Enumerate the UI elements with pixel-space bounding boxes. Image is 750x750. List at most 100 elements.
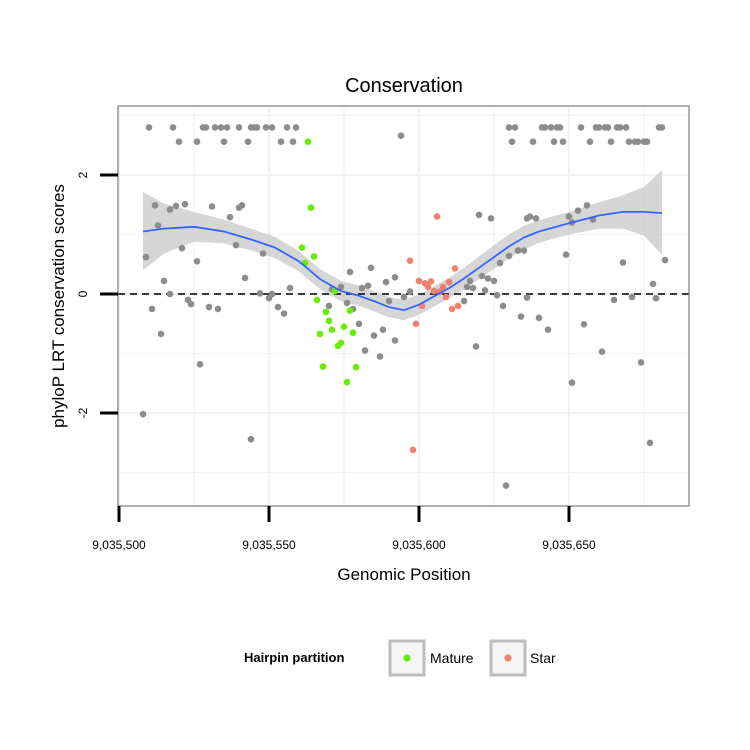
legend-label-mature: Mature bbox=[430, 650, 474, 666]
data-point-other bbox=[253, 124, 261, 131]
data-point-mature bbox=[346, 307, 354, 315]
data-point-other bbox=[346, 268, 354, 276]
data-point-other bbox=[517, 313, 525, 320]
data-point-other bbox=[490, 277, 498, 285]
data-point-other bbox=[142, 253, 150, 261]
data-point-other bbox=[619, 259, 627, 266]
data-point-other bbox=[502, 482, 510, 489]
data-point-other bbox=[193, 258, 201, 265]
data-point-other bbox=[508, 138, 516, 145]
data-point-other bbox=[238, 202, 246, 209]
data-point-other bbox=[658, 124, 666, 131]
data-point-other bbox=[292, 124, 300, 131]
series-mature bbox=[298, 138, 360, 386]
data-point-star bbox=[445, 278, 453, 286]
x-axis: 9,035,500 9,035,550 9,035,600 9,035,650 bbox=[92, 506, 596, 552]
data-point-mature bbox=[343, 378, 351, 386]
data-point-other bbox=[166, 290, 174, 298]
data-point-other bbox=[487, 215, 495, 222]
y-axis: -2 0 2 bbox=[76, 171, 118, 418]
y-tick-label: 0 bbox=[76, 290, 90, 297]
data-point-other bbox=[505, 124, 513, 131]
data-point-other bbox=[535, 314, 543, 322]
data-point-other bbox=[235, 124, 243, 131]
data-point-other bbox=[223, 124, 231, 131]
data-point-other bbox=[148, 305, 156, 313]
data-point-other bbox=[562, 251, 570, 258]
data-point-other bbox=[187, 300, 195, 308]
data-point-other bbox=[241, 274, 249, 282]
y-tick-label: 2 bbox=[76, 171, 90, 178]
data-point-mature bbox=[337, 339, 345, 347]
plot-panel bbox=[117, 105, 690, 507]
data-point-other bbox=[556, 124, 564, 131]
data-point-mature bbox=[316, 330, 324, 338]
data-point-other bbox=[151, 202, 159, 209]
data-point-other bbox=[493, 291, 501, 299]
smooth-line bbox=[142, 211, 663, 311]
data-point-other bbox=[583, 202, 591, 209]
data-point-other bbox=[544, 326, 552, 334]
data-point-other bbox=[559, 138, 567, 145]
data-point-other bbox=[145, 124, 153, 131]
data-point-other bbox=[370, 332, 378, 339]
data-point-other bbox=[259, 250, 267, 257]
chart-title: Conservation bbox=[345, 75, 463, 97]
data-point-other bbox=[625, 138, 633, 145]
data-point-other bbox=[376, 353, 384, 360]
data-point-mature bbox=[340, 323, 348, 331]
data-point-other bbox=[541, 124, 549, 131]
data-point-other bbox=[166, 206, 174, 213]
y-axis-title: phyloP LRT conservation scores bbox=[49, 184, 68, 428]
data-point-other bbox=[175, 138, 183, 145]
data-point-mature bbox=[298, 244, 306, 251]
data-point-other bbox=[529, 138, 537, 145]
data-point-other bbox=[280, 310, 288, 317]
data-point-star bbox=[406, 257, 414, 265]
data-point-other bbox=[382, 278, 390, 286]
data-point-other bbox=[610, 296, 618, 304]
x-axis-title: Genomic Position bbox=[337, 565, 470, 584]
data-point-other bbox=[511, 124, 519, 131]
data-point-other bbox=[616, 124, 624, 131]
data-point-other bbox=[214, 305, 222, 313]
data-point-other bbox=[277, 138, 285, 145]
data-point-other bbox=[208, 203, 216, 210]
data-point-other bbox=[661, 256, 669, 264]
data-point-star bbox=[454, 302, 462, 310]
data-point-other bbox=[358, 284, 366, 292]
data-point-other bbox=[475, 211, 483, 219]
x-tick-label: 9,035,500 bbox=[92, 538, 146, 552]
data-point-other bbox=[196, 360, 204, 368]
data-point-other bbox=[154, 222, 162, 229]
data-point-other bbox=[397, 132, 405, 139]
x-tick-label: 9,035,550 bbox=[242, 538, 296, 552]
data-point-other bbox=[598, 348, 606, 356]
data-point-other bbox=[244, 138, 252, 145]
data-point-other bbox=[256, 290, 264, 297]
data-point-star bbox=[442, 293, 450, 301]
data-point-other bbox=[193, 138, 201, 145]
legend-swatch-star bbox=[504, 654, 512, 662]
data-point-other bbox=[574, 207, 582, 214]
data-point-other bbox=[286, 284, 294, 292]
data-point-other bbox=[580, 321, 588, 328]
data-point-other bbox=[607, 138, 615, 145]
data-point-other bbox=[550, 138, 558, 145]
data-point-mature bbox=[307, 204, 315, 211]
data-point-mature bbox=[322, 308, 330, 316]
data-point-other bbox=[532, 215, 540, 222]
x-tick-label: 9,035,650 bbox=[542, 538, 596, 552]
data-point-other bbox=[364, 282, 372, 290]
data-point-other bbox=[652, 294, 660, 302]
data-point-star bbox=[427, 278, 435, 285]
data-point-other bbox=[547, 124, 555, 131]
data-point-other bbox=[325, 302, 333, 310]
data-point-other bbox=[568, 379, 576, 387]
data-point-other bbox=[355, 320, 363, 328]
data-point-other bbox=[391, 337, 399, 344]
data-point-other bbox=[220, 138, 228, 145]
data-point-other bbox=[595, 124, 603, 131]
data-point-mature bbox=[319, 363, 327, 370]
data-point-other bbox=[205, 303, 213, 311]
